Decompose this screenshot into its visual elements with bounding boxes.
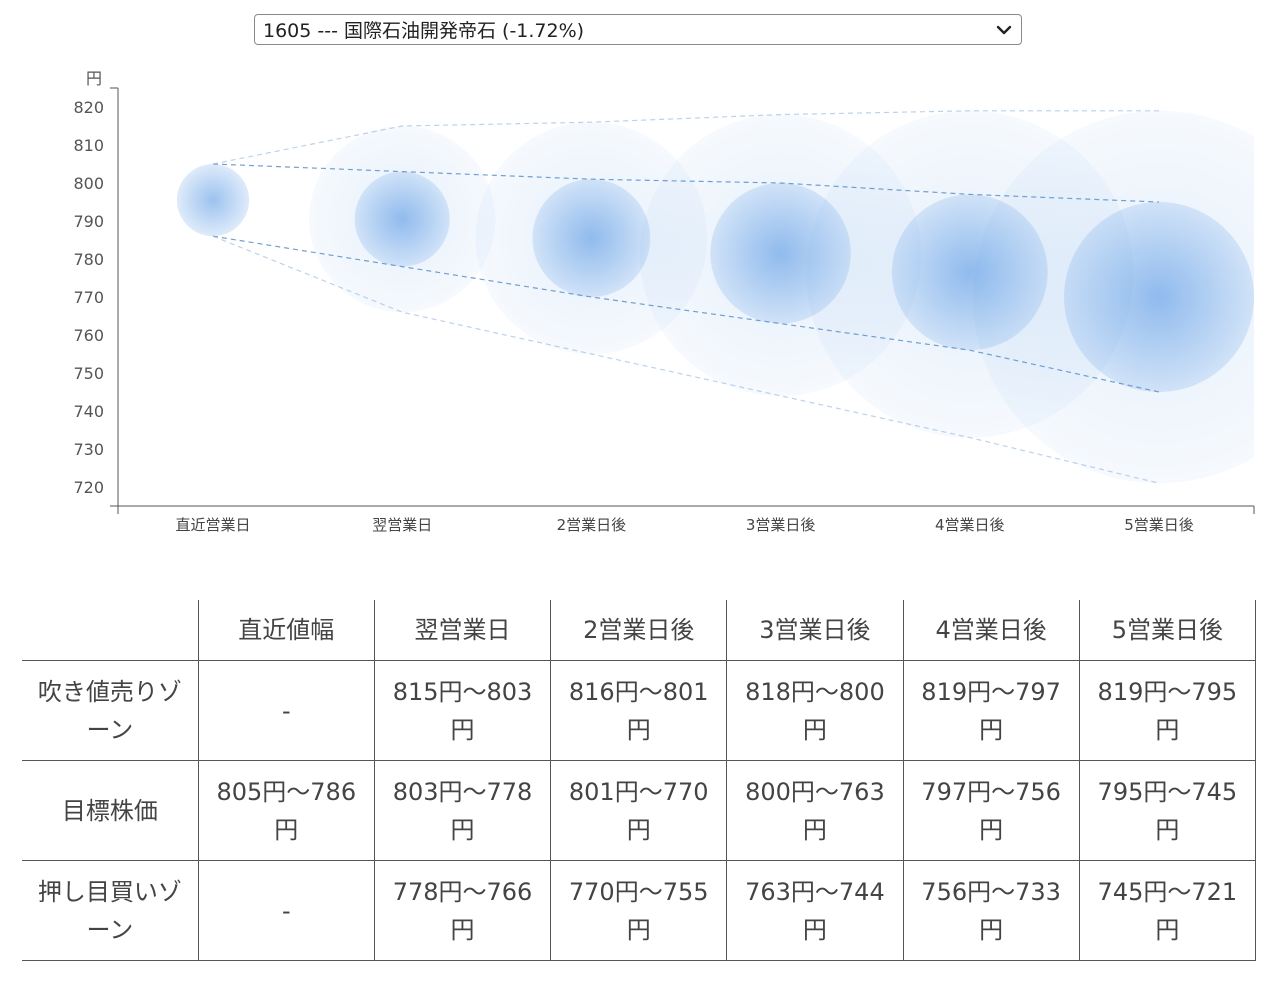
- table-cell: 795円〜745円: [1078, 760, 1257, 861]
- target-range-bubble: [532, 179, 651, 297]
- table-cell: 756円〜733円: [902, 860, 1080, 961]
- outer-high-line: [212, 110, 1159, 165]
- target-high-line: [212, 163, 1160, 203]
- table-cell: 805円〜786円: [197, 760, 375, 861]
- y-axis-unit-label: 円: [86, 69, 102, 88]
- table-cell: 763円〜744円: [726, 860, 904, 961]
- table-header-cell: 3営業日後: [726, 600, 904, 661]
- table-row: 押し目買いゾーン - 778円〜766円 770円〜755円 763円〜744円…: [22, 860, 1257, 961]
- x-tick-label: 4営業日後: [935, 516, 1005, 534]
- row-label: 目標株価: [22, 760, 199, 861]
- y-tick-label: 730: [73, 440, 104, 459]
- table-cell: 778円〜766円: [373, 860, 551, 961]
- table-row: 吹き値売りゾーン - 815円〜803円 816円〜801円 818円〜800円…: [22, 660, 1257, 761]
- y-tick-label: 810: [73, 136, 104, 155]
- target-range-bubble: [710, 183, 851, 324]
- table-cell: 797円〜756円: [902, 760, 1080, 861]
- target-range-bubble: [354, 171, 450, 267]
- price-zone-table: 直近値幅 翌営業日 2営業日後 3営業日後 4営業日後 5営業日後 吹き値売りゾ…: [22, 600, 1257, 961]
- target-range-bubble: [891, 194, 1048, 351]
- y-tick-label: 800: [73, 174, 104, 193]
- x-tick-labels: 直近営業日 翌営業日 2営業日後 3営業日後 4営業日後 5営業日後: [175, 516, 1193, 534]
- table-cell: 819円〜797円: [902, 660, 1080, 761]
- table-cell: -: [197, 660, 375, 761]
- table-header-cell: [22, 600, 199, 661]
- table-header-row: 直近値幅 翌営業日 2営業日後 3営業日後 4営業日後 5営業日後: [22, 600, 1257, 661]
- target-low-line: [212, 235, 1160, 393]
- x-tick-label: 翌営業日: [372, 516, 432, 534]
- y-tick-label: 770: [73, 288, 104, 307]
- table-cell: 818円〜800円: [726, 660, 904, 761]
- table-header-cell: 翌営業日: [373, 600, 551, 661]
- table-cell: 745円〜721円: [1078, 860, 1257, 961]
- table-header-cell: 2営業日後: [550, 600, 727, 661]
- row-label: 吹き値売りゾーン: [22, 660, 199, 761]
- table-cell: 819円〜795円: [1078, 660, 1257, 761]
- x-tick-label: 直近営業日: [175, 516, 250, 534]
- table-cell: 770円〜755円: [550, 860, 727, 961]
- table-cell: 801円〜770円: [550, 760, 727, 861]
- table-cell: 816円〜801円: [550, 660, 727, 761]
- table-header-cell: 4営業日後: [902, 600, 1080, 661]
- y-tick-label: 760: [73, 326, 104, 345]
- y-tick-label: 750: [73, 364, 104, 383]
- table-cell: 800円〜763円: [726, 760, 904, 861]
- target-range-bubble: [1064, 202, 1254, 392]
- table-header-cell: 5営業日後: [1078, 600, 1257, 661]
- table-cell: -: [197, 860, 375, 961]
- table-cell: 815円〜803円: [373, 660, 551, 761]
- row-label: 押し目買いゾーン: [22, 860, 199, 961]
- stock-selector-value: 1605 --- 国際石油開発帝石 (-1.72%): [263, 20, 585, 42]
- range-lines: [212, 110, 1160, 484]
- y-tick-label: 780: [73, 250, 104, 269]
- x-tick-label: 2営業日後: [557, 516, 627, 534]
- y-tick-label: 720: [73, 478, 104, 497]
- price-forecast-chart: 円 820 810 800 790 780 770 760 750 740 730 720 直近営業…: [73, 69, 1255, 534]
- table-header-cell: 直近値幅: [197, 600, 375, 661]
- stock-selector[interactable]: 1605 --- 国際石油開発帝石 (-1.72%): [254, 14, 1022, 45]
- chevron-down-icon: [996, 25, 1012, 34]
- table-cell: 803円〜778円: [373, 760, 551, 861]
- x-tick-label: 5営業日後: [1124, 516, 1194, 534]
- x-tick-label: 3営業日後: [746, 516, 816, 534]
- forecast-bubbles: [176, 110, 1254, 484]
- target-range-bubble: [176, 164, 250, 237]
- chart-axes: 円: [86, 69, 1255, 514]
- y-tick-labels: 820 810 800 790 780 770 760 750 740 730 720: [73, 98, 104, 497]
- y-tick-label: 740: [73, 402, 104, 421]
- y-tick-label: 790: [73, 212, 104, 231]
- y-tick-label: 820: [73, 98, 104, 117]
- table-row: 目標株価 805円〜786円 803円〜778円 801円〜770円 800円〜…: [22, 760, 1257, 861]
